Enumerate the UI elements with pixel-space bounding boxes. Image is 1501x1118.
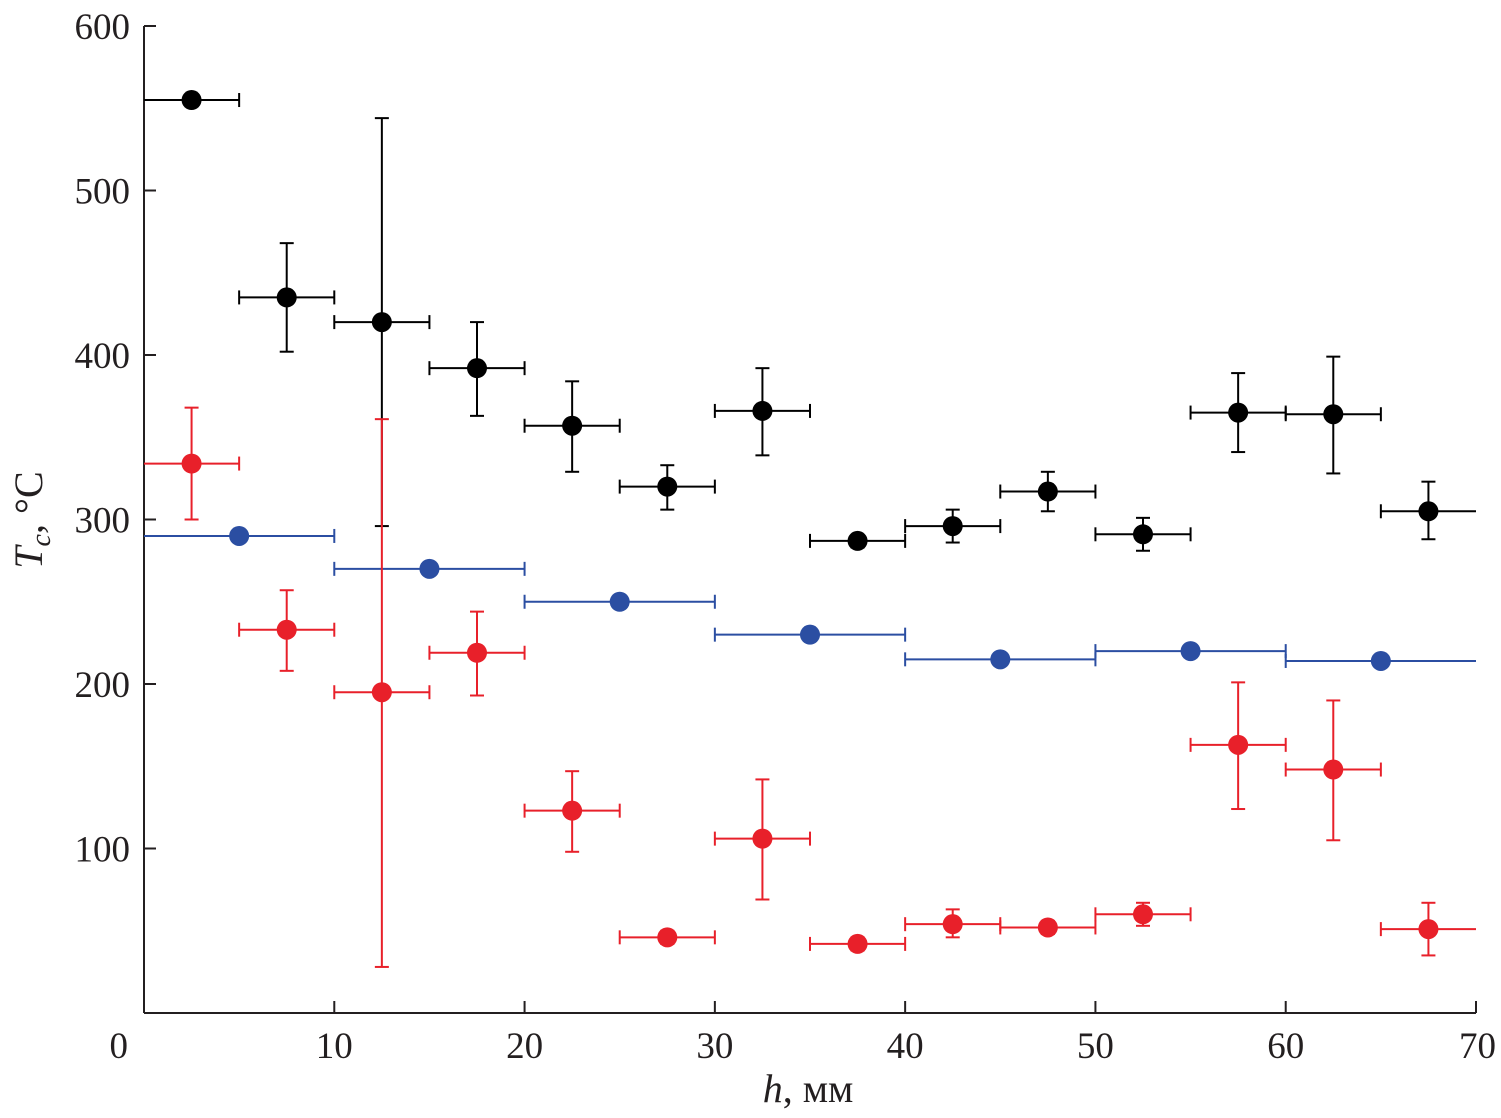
y-tick-label: 100 [75,830,131,871]
data-point [276,619,297,640]
data-point [1323,404,1344,425]
data-point [181,90,202,111]
data-point [942,914,963,935]
data-point [229,525,250,546]
data-point [1418,501,1439,522]
data-point [419,558,440,579]
data-point [847,933,868,954]
data-point [1037,917,1058,938]
series-1 [144,90,1476,552]
x-tick-label: 30 [696,1026,733,1067]
data-point [657,927,678,948]
data-point [657,476,678,497]
x-tick-label: 20 [506,1026,543,1067]
x-tick-label: 10 [316,1026,353,1067]
data-point [1370,650,1391,671]
data-point [1133,524,1153,545]
y-axis-unit: , °C [6,471,51,534]
series-3 [144,406,1476,968]
data-point [562,415,583,436]
series-layer [144,90,1476,968]
data-point [467,358,487,379]
y-tick-label: 500 [75,172,131,213]
data-point [752,400,773,421]
data-point [467,642,487,663]
y-tick-label: 200 [75,665,131,706]
data-point [1323,759,1344,780]
data-point [1228,402,1249,423]
data-point [752,828,773,849]
data-point [990,649,1011,670]
x-axis-symbol: h [763,1066,783,1111]
data-point [371,682,392,703]
data-point [800,624,820,645]
x-tick-label: 0 [110,1026,129,1067]
x-tick-label: 60 [1267,1026,1304,1067]
data-point [276,287,297,308]
data-point [847,530,868,551]
y-axis-label: Tc, °C [6,471,57,568]
data-point [1133,904,1153,925]
data-point [1037,481,1058,502]
data-point [609,591,630,612]
y-tick-label: 300 [75,501,131,542]
y-tick-label: 400 [75,336,131,377]
data-point [371,312,392,333]
x-axis-unit: , мм [783,1066,854,1111]
y-axis-symbol: T [6,544,51,569]
x-tick-label: 70 [1459,1026,1496,1067]
data-point [1180,641,1201,662]
x-tick-label: 50 [1077,1026,1114,1067]
x-tick-label: 40 [887,1026,924,1067]
data-point [562,800,583,821]
data-point [1418,919,1439,940]
series-2 [144,525,1476,671]
axes: 0 10 20 30 40 50 60 70 100 200 300 400 500 600 [75,7,1497,1067]
data-point [942,516,963,537]
y-axis-subscript: c [26,533,57,546]
y-tick-label: 600 [75,7,131,48]
data-point [1228,734,1249,755]
x-axis-label: h, мм [763,1066,854,1111]
data-point [181,453,202,474]
